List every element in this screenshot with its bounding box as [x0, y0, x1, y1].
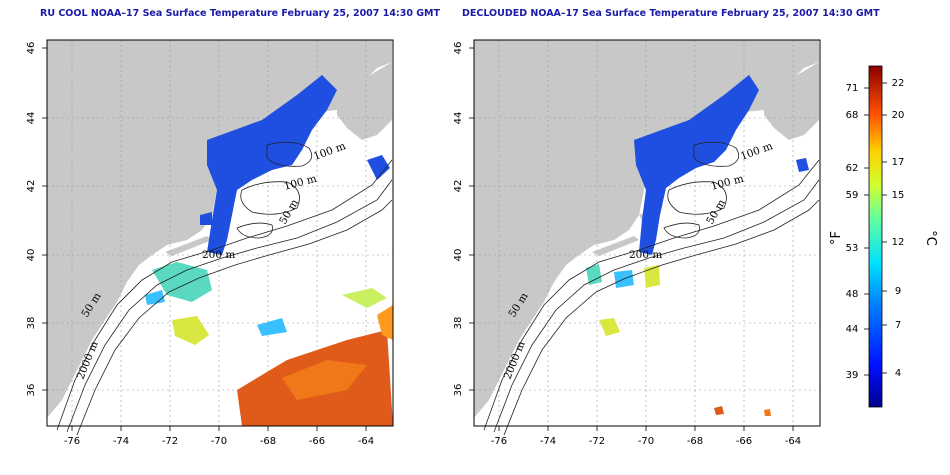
colorbar-f-tick: 59: [846, 190, 859, 201]
left-y-axis: 36 38 40 42 44 46: [26, 42, 47, 397]
colorbar-f-tick: 48: [846, 289, 859, 300]
left-map-panel: 100 m 100 m 50 m 200 m 50 m 2000 m: [46, 39, 394, 436]
right-y-tick: 38: [453, 317, 464, 330]
colorbar-c-tick: 17: [892, 157, 905, 168]
left-x-tick: -66: [309, 436, 325, 447]
left-x-tick: -64: [358, 436, 374, 447]
left-y-tick: 38: [26, 317, 37, 330]
right-y-tick: 36: [453, 384, 464, 397]
left-y-tick: 46: [26, 42, 37, 55]
right-y-tick: 40: [453, 249, 464, 262]
colorbar-c-tick: 15: [892, 190, 905, 201]
left-sst-warm-water: [237, 305, 393, 426]
colorbar-f-tick: 44: [846, 324, 859, 335]
colorbar-c-tick: 4: [895, 368, 901, 379]
left-sst-cold-water: [200, 75, 390, 255]
left-y-tick: 36: [26, 384, 37, 397]
colorbar-f-tick: 62: [846, 163, 859, 174]
right-contour-label: 200 m: [629, 249, 662, 261]
right-y-axis: 36 38 40 42 44 46: [453, 42, 474, 397]
right-x-tick: -68: [687, 436, 703, 447]
left-y-tick: 42: [26, 180, 37, 193]
right-y-tick: 44: [453, 112, 464, 125]
colorbar-f-tick: 39: [846, 370, 859, 381]
right-x-tick: -64: [785, 436, 801, 447]
left-map-title: RU COOL NOAA–17 Sea Surface Temperature …: [40, 8, 440, 19]
left-x-axis: -76 -74 -72 -70 -68 -66 -64: [64, 426, 374, 447]
colorbar-fahrenheit-label: °F: [829, 231, 844, 245]
right-sst-warm-water: [714, 406, 771, 416]
right-sst-cold-water: [634, 75, 809, 255]
left-x-tick: -74: [113, 436, 129, 447]
right-graticule: [474, 40, 820, 426]
right-x-axis: -76 -74 -72 -70 -68 -66 -64: [491, 426, 801, 447]
left-contour-label: 200 m: [202, 249, 235, 261]
colorbar: 71 68 62 59 53 48 44 39 22 20 17 15 12 9…: [829, 65, 938, 408]
left-x-tick: -72: [162, 436, 178, 447]
left-y-tick: 44: [26, 112, 37, 125]
colorbar-c-tick: 9: [895, 286, 901, 297]
left-sst-mid-water: [145, 262, 387, 345]
left-x-tick: -76: [64, 436, 80, 447]
colorbar-c-tick: 22: [892, 78, 905, 89]
left-y-tick: 40: [26, 249, 37, 262]
colorbar-c-tick: 7: [895, 320, 901, 331]
right-x-tick: -76: [491, 436, 507, 447]
left-x-tick: -70: [211, 436, 227, 447]
right-x-tick: -72: [589, 436, 605, 447]
right-x-tick: -70: [638, 436, 654, 447]
colorbar-c-tick: 20: [892, 110, 905, 121]
right-x-tick: -74: [540, 436, 556, 447]
colorbar-f-tick: 53: [846, 243, 859, 254]
colorbar-celsius-label: °C: [923, 230, 938, 246]
right-y-tick: 46: [453, 42, 464, 55]
right-map-title: DECLOUDED NOAA–17 Sea Surface Temperatur…: [462, 8, 880, 19]
left-x-tick: -68: [260, 436, 276, 447]
colorbar-f-tick: 71: [846, 83, 859, 94]
colorbar-c-tick: 12: [892, 237, 905, 248]
right-map-panel: 100 m 100 m 50 m 200 m 50 m 2000 m: [473, 39, 821, 436]
colorbar-gradient: [868, 65, 883, 408]
colorbar-f-tick: 68: [846, 110, 859, 121]
right-y-tick: 42: [453, 180, 464, 193]
right-x-tick: -66: [736, 436, 752, 447]
